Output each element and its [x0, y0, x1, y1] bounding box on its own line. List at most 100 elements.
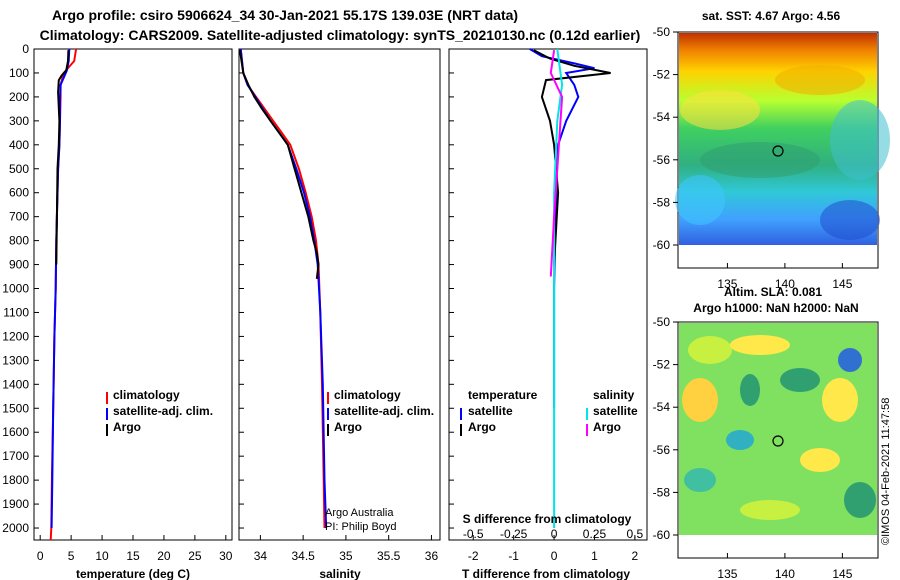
imos-watermark: ©IMOS 04-Feb-2021 11:47:58 — [880, 398, 892, 545]
depth-tick-label: 0 — [22, 42, 29, 56]
series-line-satellite-adj-clim- — [50, 48, 71, 529]
annotation-argo-australia: Argo Australia — [325, 507, 394, 519]
depth-tick-label: 400 — [9, 138, 29, 152]
x-tick-label: 30 — [219, 549, 233, 563]
legend-argo-label: Argo — [113, 420, 141, 434]
map-y-tick-label: -60 — [653, 238, 671, 252]
salinity-panel: 34 34.5 35 35.5 36 salinity climatology sate… — [238, 48, 441, 580]
map-y-tick-label: -52 — [653, 68, 671, 82]
salinity-y-ticks — [239, 48, 244, 529]
series-line-climatology — [49, 48, 78, 541]
difference-series — [529, 48, 611, 528]
map-x-tick-label: 135 — [717, 567, 737, 580]
x-tick-label: -1 — [508, 549, 519, 563]
depth-tick-label: 600 — [9, 186, 29, 200]
map-y-tick-label: -54 — [653, 400, 671, 414]
depth-tick-label: 500 — [9, 162, 29, 176]
sla-map-subtitle: Argo h1000: NaN h2000: NaN — [693, 301, 858, 315]
depth-tick-label: 200 — [9, 90, 29, 104]
depth-tick-label: 1900 — [2, 497, 29, 511]
sla-map-axes: 135 140 145 -50 -52 -54 -56 -58 -60 — [653, 315, 853, 580]
x-tick-label: 35.5 — [377, 549, 401, 563]
depth-tick-label: 1800 — [2, 473, 29, 487]
depth-tick-label: 800 — [9, 234, 29, 248]
map-x-tick-label: 140 — [775, 277, 795, 291]
sla-map-blank — [679, 535, 877, 557]
s-axis-tick-label: -0.5 — [463, 527, 484, 541]
s-axis-tick-label: -0.25 — [500, 527, 528, 541]
depth-tick-label: 1400 — [2, 377, 29, 391]
map-x-tick-label: 140 — [775, 567, 795, 580]
difference-x-axis: -2 -1 0 1 2 — [468, 535, 639, 563]
map-x-tick-label: 145 — [832, 567, 852, 580]
depth-tick-label: 1300 — [2, 353, 29, 367]
depth-tick-label: 1500 — [2, 401, 29, 415]
temperature-x-axis: 0 5 10 15 20 25 30 — [37, 535, 233, 563]
legend-temp-satellite-label: satellite — [468, 404, 513, 418]
salinity-x-label: salinity — [319, 567, 361, 580]
x-tick-label: 20 — [157, 549, 171, 563]
salinity-series — [238, 48, 328, 529]
legend-climatology-label: climatology — [334, 388, 401, 402]
sst-profile-location-marker — [772, 145, 784, 157]
x-tick-label: 35 — [339, 549, 353, 563]
legend-sal-argo-label: Argo — [593, 420, 621, 434]
legend-temperature-title: temperature — [468, 388, 538, 402]
x-tick-label: 5 — [68, 549, 75, 563]
depth-tick-label: 700 — [9, 210, 29, 224]
x-tick-label: 0 — [37, 549, 44, 563]
map-y-tick-label: -56 — [653, 153, 671, 167]
map-y-tick-label: -54 — [653, 110, 671, 124]
map-y-tick-label: -50 — [653, 315, 671, 329]
salinity-x-axis: 34 34.5 35 35.5 36 — [254, 535, 439, 563]
legend-salinity-title: salinity — [593, 388, 635, 402]
map-y-tick-label: -50 — [653, 25, 671, 39]
sla-map-frame — [677, 321, 879, 559]
map-x-tick-label: 145 — [832, 277, 852, 291]
depth-tick-label: 1600 — [2, 425, 29, 439]
depth-tick-label: 1100 — [3, 305, 29, 319]
temperature-axes-frame — [33, 48, 233, 541]
map-x-tick-label: 135 — [717, 277, 737, 291]
temperature-series — [49, 48, 78, 541]
map-y-tick-label: -58 — [653, 485, 671, 499]
t-difference-x-label: T difference from climatology — [462, 567, 630, 580]
depth-tick-label: 100 — [9, 66, 29, 80]
x-tick-label: 1 — [591, 549, 598, 563]
map-y-tick-label: -60 — [653, 528, 671, 542]
depth-tick-label: 1000 — [2, 282, 29, 296]
x-tick-label: 34.5 — [291, 549, 315, 563]
map-y-tick-label: -58 — [653, 195, 671, 209]
legend-satellite-label: satellite-adj. clim. — [113, 404, 213, 418]
annotation-pi-name: PI: Philip Boyd — [325, 521, 397, 533]
map-y-tick-label: -52 — [653, 358, 671, 372]
salinity-difference-axis: -0.5 -0.25 0 0.25 0.5 — [463, 527, 644, 541]
legend-sal-satellite-label: satellite — [593, 404, 638, 418]
depth-tick-label: 1700 — [2, 449, 29, 463]
series-line-argo — [55, 50, 70, 265]
sst-map-blank — [679, 245, 877, 267]
x-tick-label: 0 — [551, 549, 558, 563]
series-line-satellite-adj-clim- — [239, 48, 328, 529]
legend-argo-label: Argo — [334, 420, 362, 434]
legend-climatology-label: climatology — [113, 388, 180, 402]
s-axis-tick-label: 0.5 — [627, 527, 644, 541]
x-tick-label: 34 — [254, 549, 268, 563]
sst-heatmap-texture — [675, 65, 890, 240]
sla-map-title: Altim. SLA: 0.081 — [724, 285, 822, 299]
salinity-axes-frame — [238, 48, 441, 541]
difference-y-ticks — [449, 48, 454, 529]
difference-axes-frame — [448, 48, 648, 541]
sst-map-title: sat. SST: 4.67 Argo: 4.56 — [702, 9, 841, 23]
legend-satellite-label: satellite-adj. clim. — [334, 404, 434, 418]
x-tick-label: 2 — [632, 549, 639, 563]
difference-panel: -2 -1 0 1 2 -0.5 -0.25 0 0.25 0.5 T difference f… — [448, 48, 648, 580]
sla-heatmap-texture — [682, 335, 876, 520]
depth-tick-label: 900 — [9, 258, 29, 272]
s-difference-axis-label: S difference from climatology — [463, 512, 632, 526]
x-tick-label: -2 — [468, 549, 479, 563]
x-tick-label: 36 — [425, 549, 439, 563]
depth-axis: 0 100 200 300 400 500 600 700 800 900 1000 1100 1200… — [2, 42, 39, 535]
